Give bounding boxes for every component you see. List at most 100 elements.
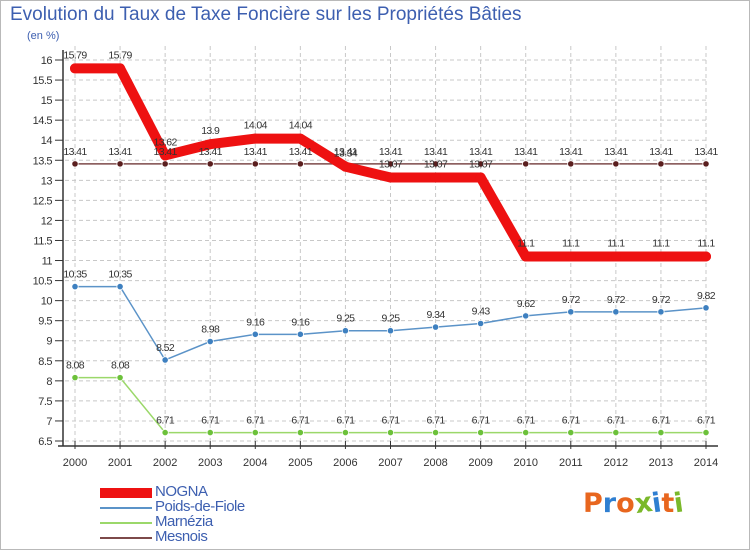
x-tick-label: 2008: [423, 457, 447, 469]
legend-swatch-marnezia: [100, 522, 152, 524]
data-point-marnezia: [206, 428, 214, 437]
x-tick-label: 2007: [378, 457, 402, 469]
series-lines: [70, 63, 711, 437]
data-label-marnezia: 6.71: [291, 415, 310, 427]
data-point-poids-de-fiole: [341, 327, 350, 335]
y-tick-label: 12: [41, 215, 53, 227]
data-label-poids-de-fiole: 9.82: [697, 290, 716, 302]
data-label-marnezia: 6.71: [562, 415, 581, 427]
data-label-poids-de-fiole: 8.52: [156, 342, 175, 354]
data-point-nogna: [475, 172, 486, 183]
y-tick-label: 8: [46, 376, 52, 388]
data-point-mesnois: [702, 160, 710, 168]
x-tick-label: 2003: [198, 457, 222, 469]
data-label-nogna: 11.1: [517, 238, 535, 250]
data-point-marnezia: [567, 428, 575, 437]
data-point-poids-de-fiole: [386, 327, 395, 335]
data-label-mesnois: 13.41: [199, 146, 223, 158]
y-tick-label: 16: [41, 55, 53, 67]
data-labels: 13.41 13.41 13.41 13.41 13.41 13.41 13.41 13.41…: [63, 49, 719, 427]
data-point-poids-de-fiole: [251, 330, 259, 338]
data-point-poids-de-fiole: [296, 330, 304, 338]
data-point-nogna: [250, 133, 261, 144]
data-label-poids-de-fiole: 9.25: [336, 313, 355, 325]
data-label-marnezia: 6.71: [201, 415, 220, 427]
data-point-mesnois: [612, 160, 620, 168]
x-tick-label: 2002: [153, 457, 177, 469]
data-point-nogna: [115, 63, 126, 74]
y-tick-label: 10.5: [33, 276, 53, 288]
y-tick-label: 7.5: [38, 396, 52, 408]
x-tick-label: 2000: [63, 457, 87, 469]
x-tick-label: 2014: [694, 457, 718, 469]
x-tick-label: 2004: [243, 457, 267, 469]
data-point-nogna: [430, 172, 441, 183]
y-tick-label: 6.5: [38, 436, 52, 448]
x-tick-label: 2009: [468, 457, 492, 469]
data-point-marnezia: [71, 374, 79, 382]
data-label-poids-de-fiole: 9.72: [562, 294, 581, 306]
data-label-nogna: 14.04: [289, 120, 313, 132]
data-point-poids-de-fiole: [612, 308, 620, 316]
data-label-poids-de-fiole: 10.35: [63, 269, 87, 281]
data-point-marnezia: [702, 428, 710, 437]
data-label-nogna: 13.07: [379, 159, 403, 171]
data-label-mesnois: 13.41: [379, 146, 403, 158]
x-tick-label: 2005: [288, 457, 312, 469]
y-tick-label: 15.5: [33, 75, 53, 87]
data-label-marnezia: 8.08: [111, 360, 130, 372]
y-tick-label: 15: [41, 95, 53, 107]
data-point-marnezia: [296, 428, 304, 437]
data-point-poids-de-fiole: [657, 308, 665, 316]
y-tick-label: 13.5: [33, 155, 53, 167]
data-label-poids-de-fiole: 8.98: [201, 324, 220, 336]
data-label-poids-de-fiole: 9.43: [472, 305, 491, 317]
y-tick-label: 11.5: [33, 235, 52, 247]
data-point-nogna: [295, 133, 306, 144]
logo-letter: o: [616, 488, 635, 519]
x-tick-label: 2013: [649, 457, 673, 469]
data-label-nogna: 11.1: [697, 238, 715, 250]
legend-swatch-nogna: [100, 488, 152, 498]
y-tick-label: 10: [41, 296, 53, 308]
data-point-mesnois: [522, 160, 530, 168]
data-label-mesnois: 13.41: [694, 146, 718, 158]
legend-label-marnezia: Marnézia: [155, 513, 213, 530]
data-point-nogna: [340, 161, 351, 172]
x-tick-label: 2006: [333, 457, 357, 469]
data-label-mesnois: 13.41: [559, 146, 583, 158]
data-label-mesnois: 13.41: [63, 146, 87, 158]
data-label-marnezia: 6.71: [336, 415, 355, 427]
data-label-marnezia: 6.71: [156, 415, 175, 427]
data-point-mesnois: [477, 160, 485, 168]
data-point-marnezia: [386, 428, 395, 437]
y-tick-label: 14.5: [33, 115, 53, 127]
data-point-nogna: [701, 251, 711, 262]
data-point-nogna: [655, 251, 666, 262]
data-point-poids-de-fiole: [477, 319, 485, 328]
data-point-poids-de-fiole: [116, 282, 124, 291]
data-label-mesnois: 13.41: [424, 146, 448, 158]
legend-swatch-mesnois: [100, 537, 152, 539]
data-point-mesnois: [251, 160, 259, 168]
data-point-poids-de-fiole: [702, 304, 710, 312]
x-tick-label: 2010: [513, 457, 537, 469]
data-label-mesnois: 13.41: [604, 146, 628, 158]
logo-letter: r: [602, 488, 617, 519]
data-point-poids-de-fiole: [567, 308, 575, 316]
data-label-marnezia: 6.71: [381, 415, 400, 427]
x-tick-label: 2011: [559, 457, 583, 469]
data-label-mesnois: 13.41: [154, 146, 178, 158]
data-label-poids-de-fiole: 9.62: [517, 298, 536, 310]
data-label-nogna: 13.07: [469, 159, 493, 171]
y-tick-label: 8.5: [38, 356, 52, 368]
data-point-marnezia: [341, 428, 350, 437]
data-point-mesnois: [71, 160, 79, 168]
data-label-marnezia: 6.71: [517, 415, 536, 427]
data-point-mesnois: [431, 160, 440, 168]
data-label-mesnois: 13.41: [334, 146, 358, 158]
data-point-poids-de-fiole: [71, 282, 79, 291]
data-point-nogna: [70, 63, 80, 74]
data-label-poids-de-fiole: 9.25: [381, 313, 400, 325]
